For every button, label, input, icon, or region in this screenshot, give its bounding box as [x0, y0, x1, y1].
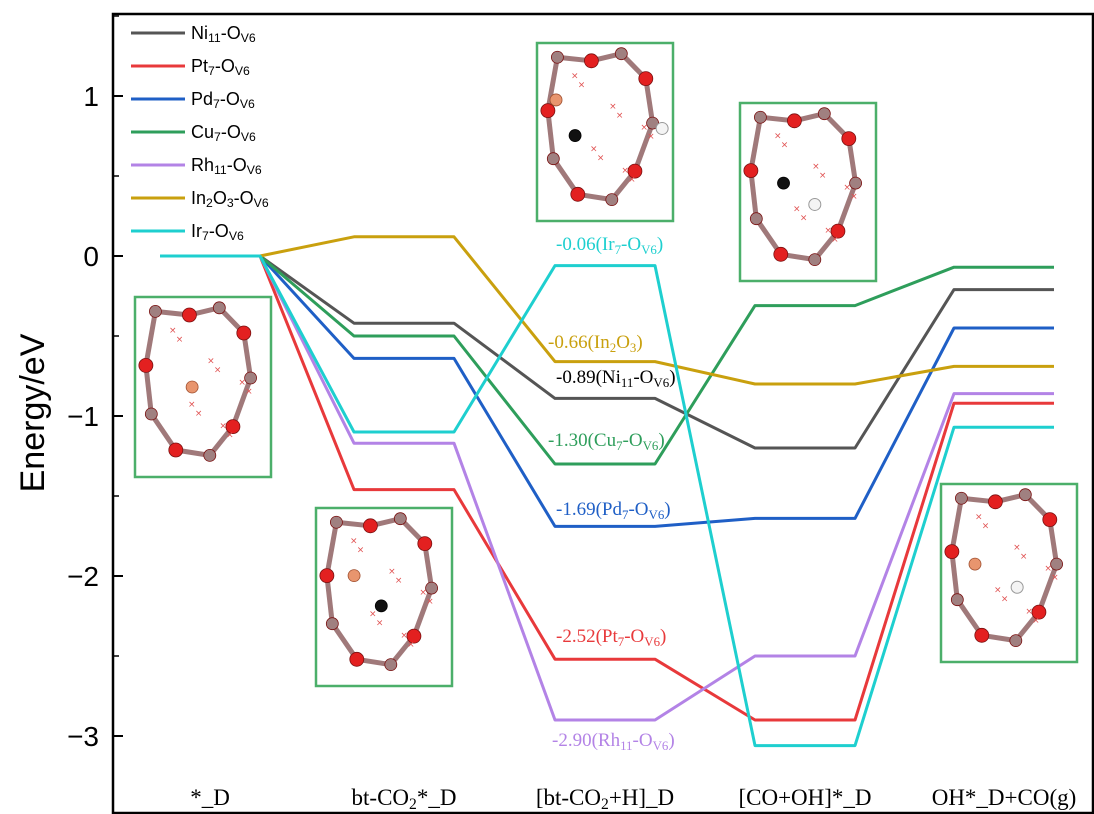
svg-text:×: ×: [195, 409, 203, 419]
svg-text:×: ×: [819, 171, 827, 181]
svg-text:×: ×: [395, 576, 403, 586]
annotation-cu: -1.30(Cu7-OV6): [548, 430, 665, 453]
svg-text:×: ×: [245, 387, 253, 397]
legend-label-cu: Cu7-OV6: [191, 122, 256, 144]
ytick-label: 1: [83, 81, 99, 112]
structure-inset-state-2: ××××××××××: [314, 506, 454, 688]
annotation-ir: -0.06(Ir7-OV6): [556, 234, 663, 257]
svg-text:×: ×: [975, 513, 983, 523]
ytick-label: 0: [83, 241, 99, 272]
legend-label-ir: Ir7-OV6: [191, 221, 244, 243]
legend-label-pd: Pd7-OV6: [191, 89, 255, 111]
legend-label-ni: Ni11-OV6: [191, 23, 256, 45]
series-line-rh: [160, 254, 1054, 722]
svg-text:×: ×: [994, 586, 1002, 596]
legend-label-rh: Rh11-OV6: [191, 155, 262, 177]
svg-text:×: ×: [793, 205, 801, 215]
ytick-label: −1: [67, 401, 99, 432]
svg-text:×: ×: [621, 166, 629, 176]
svg-text:×: ×: [369, 610, 377, 620]
xtick-label: *_D: [190, 785, 230, 810]
y-axis-title: Energy/eV: [14, 333, 52, 492]
xtick-label: bt-CO2*_D: [352, 785, 457, 813]
svg-text:×: ×: [426, 597, 434, 607]
svg-text:×: ×: [376, 618, 384, 628]
svg-text:×: ×: [1001, 594, 1009, 604]
svg-text:×: ×: [616, 111, 624, 121]
svg-text:×: ×: [850, 192, 858, 202]
series-line-pt: [160, 254, 1054, 722]
legend-label-in: In2O3-OV6: [191, 188, 269, 210]
svg-text:×: ×: [188, 400, 196, 410]
structure-insets: ××××××××××××××××××××××××××××××××××××××××…: [133, 41, 1079, 688]
svg-text:×: ×: [597, 153, 605, 163]
svg-text:×: ×: [647, 132, 655, 142]
svg-text:×: ×: [419, 588, 427, 598]
svg-text:×: ×: [207, 357, 215, 367]
svg-text:×: ×: [214, 366, 222, 376]
series-line-ir: [160, 254, 1054, 748]
svg-text:×: ×: [824, 226, 832, 236]
structure-inset-state-1: ××××××××××: [133, 295, 273, 479]
svg-text:×: ×: [350, 537, 358, 547]
svg-text:×: ×: [831, 235, 839, 245]
svg-text:×: ×: [1013, 543, 1021, 553]
energy-annotations: -0.06(Ir7-OV6) -0.66(In2O3) -0.89(Ni11-OV6…: [548, 234, 676, 753]
series-line-in: [160, 235, 1054, 386]
xtick-label: OH*_D+CO(g): [932, 785, 1077, 810]
svg-text:×: ×: [1044, 564, 1052, 574]
svg-text:×: ×: [1020, 552, 1028, 562]
svg-text:×: ×: [238, 378, 246, 388]
svg-text:×: ×: [219, 421, 227, 431]
energy-lines: [160, 235, 1054, 748]
plot-frame: [111, 12, 1094, 814]
legend: Ni11-OV6 Pt7-OV6 Pd7-OV6 Cu7-OV6 Rh11-OV6 In2…: [131, 23, 269, 243]
svg-text:×: ×: [571, 72, 579, 82]
svg-text:×: ×: [843, 183, 851, 193]
svg-text:×: ×: [176, 335, 184, 345]
ytick-label: −2: [67, 561, 99, 592]
svg-text:×: ×: [628, 175, 636, 185]
svg-text:×: ×: [800, 213, 808, 223]
svg-text:×: ×: [407, 640, 415, 650]
svg-text:×: ×: [169, 326, 177, 336]
structure-inset-state-3: ××××××××××: [535, 41, 675, 223]
svg-text:×: ×: [812, 162, 820, 172]
svg-text:×: ×: [226, 430, 234, 440]
structure-inset-state-4: ××××××××××: [738, 101, 878, 283]
axes: 1 0 −1 −2 −3 Energy/eV *_D bt-CO2*_D [bt-CO2+H]_…: [14, 15, 1077, 813]
svg-text:×: ×: [609, 102, 617, 112]
plot-border: [111, 12, 1094, 814]
series-line-pd: [160, 254, 1054, 528]
annotation-ni: -0.89(Ni11-OV6): [556, 367, 676, 390]
ytick-label: −3: [67, 721, 99, 752]
svg-text:×: ×: [400, 631, 408, 641]
svg-text:×: ×: [578, 81, 586, 91]
legend-label-pt: Pt7-OV6: [191, 56, 250, 78]
svg-text:×: ×: [388, 567, 396, 577]
annotation-in: -0.66(In2O3): [548, 332, 643, 355]
annotation-rh: -2.90(Rh11-OV6): [552, 730, 675, 753]
svg-text:×: ×: [357, 546, 365, 556]
svg-text:×: ×: [781, 141, 789, 151]
annotation-pd: -1.69(Pd7-OV6): [556, 499, 671, 522]
svg-text:×: ×: [774, 132, 782, 142]
series-line-ni: [160, 254, 1054, 450]
svg-text:×: ×: [1051, 573, 1059, 583]
structure-inset-state-5: ××××××××××: [939, 482, 1079, 664]
series-line-cu: [160, 254, 1054, 466]
annotation-pt: -2.52(Pt7-OV6): [556, 626, 666, 649]
svg-text:×: ×: [982, 522, 990, 532]
xtick-label: [bt-CO2+H]_D: [536, 785, 674, 813]
xtick-label: [CO+OH]*_D: [738, 785, 871, 810]
svg-text:×: ×: [640, 123, 648, 133]
svg-text:×: ×: [1025, 607, 1033, 617]
svg-text:×: ×: [1032, 616, 1040, 626]
svg-text:×: ×: [590, 145, 598, 155]
